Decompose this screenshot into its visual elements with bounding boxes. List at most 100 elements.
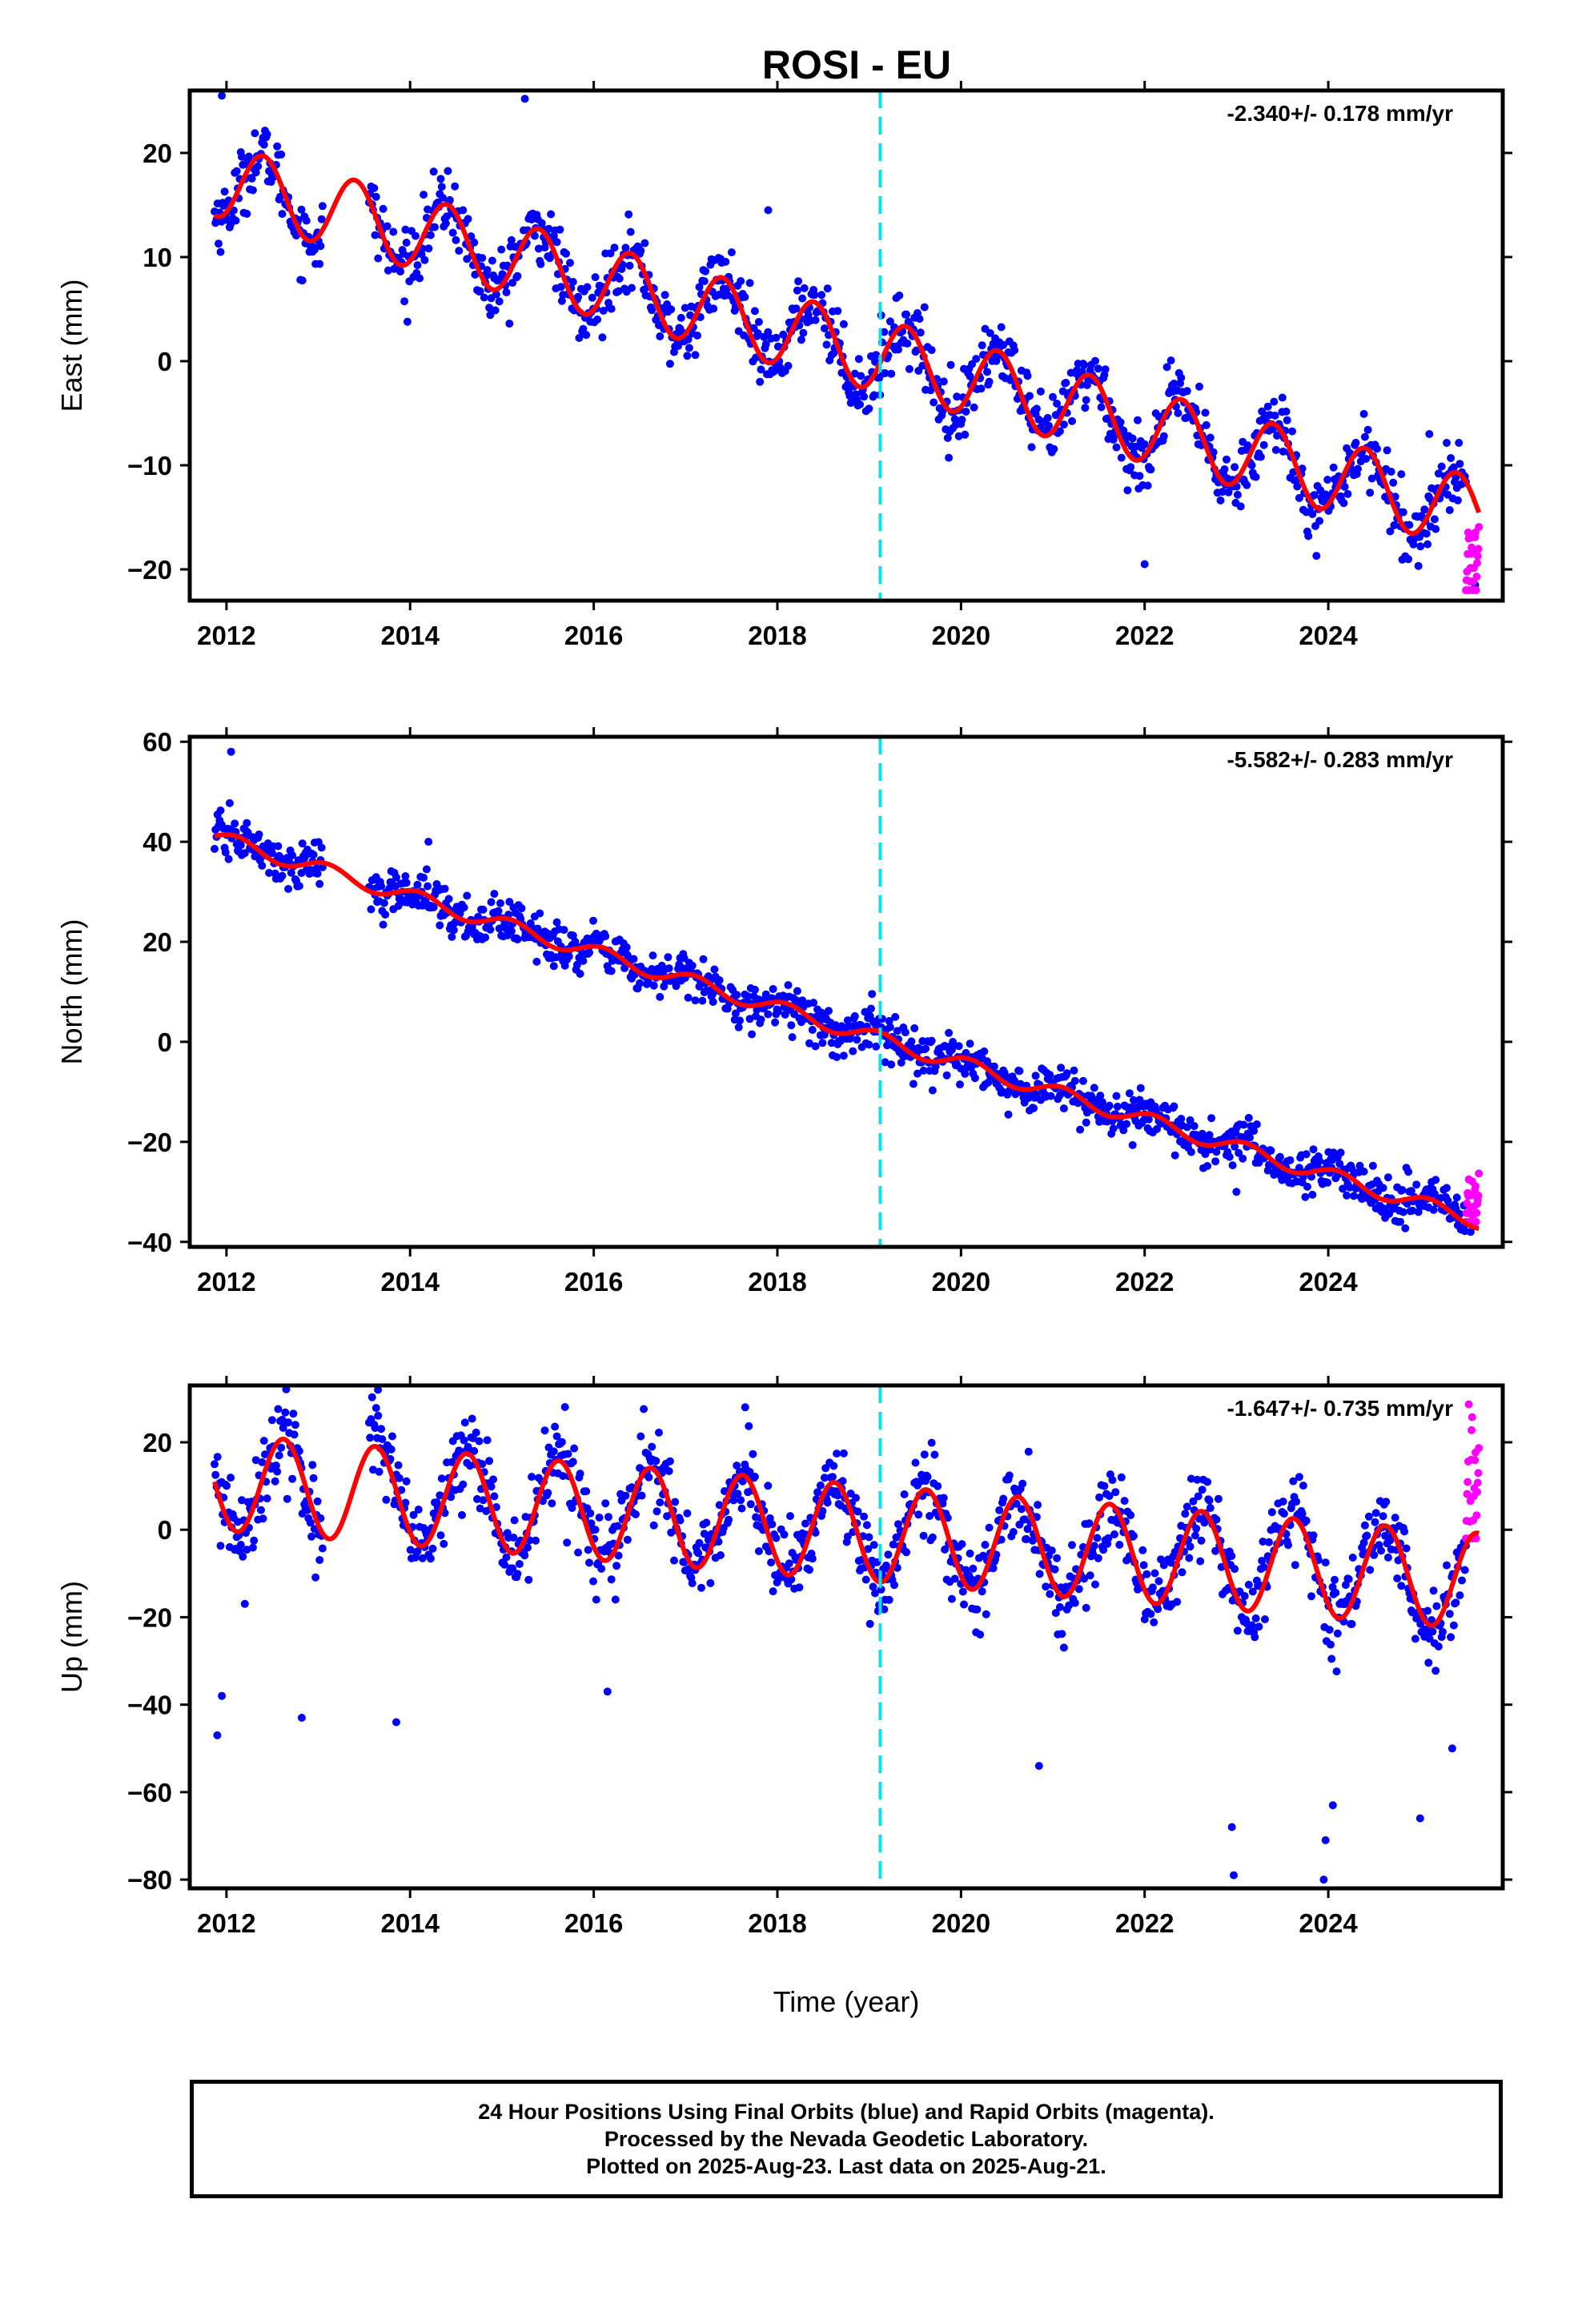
rapid-point	[1468, 1425, 1476, 1434]
data-point	[216, 247, 225, 256]
data-point	[379, 899, 388, 907]
data-point	[1382, 1498, 1391, 1506]
rapid-point	[1472, 1511, 1481, 1520]
data-point	[557, 1437, 566, 1446]
data-point	[921, 1044, 930, 1053]
data-point	[400, 297, 409, 306]
data-point	[1109, 1124, 1118, 1133]
data-point	[1206, 1504, 1215, 1512]
data-point	[420, 874, 428, 882]
data-point	[901, 1028, 909, 1037]
data-point	[905, 364, 913, 373]
data-point	[764, 328, 773, 336]
data-point	[1431, 525, 1440, 533]
rapid-point	[1475, 1169, 1484, 1178]
data-point	[463, 891, 472, 900]
data-point	[568, 1458, 577, 1466]
rapid-point	[1473, 1488, 1482, 1497]
data-point	[589, 916, 597, 925]
data-point	[1024, 1447, 1033, 1456]
data-point	[370, 183, 379, 192]
outlier-point	[1319, 1876, 1328, 1884]
data-point	[801, 1519, 809, 1528]
data-point	[1373, 444, 1381, 453]
data-point	[1027, 443, 1036, 452]
data-point	[396, 267, 405, 276]
data-point	[402, 1477, 411, 1486]
x-tick-label: 2018	[748, 1908, 806, 1938]
data-point	[655, 1428, 663, 1437]
data-point	[1140, 440, 1149, 448]
data-point	[1212, 1148, 1221, 1156]
data-point	[939, 377, 948, 386]
data-point	[1055, 1602, 1064, 1611]
data-point	[1445, 506, 1454, 514]
final-orbit-points	[211, 91, 1480, 589]
data-point	[632, 1510, 640, 1518]
data-point	[306, 1518, 315, 1527]
data-point	[1456, 460, 1464, 468]
data-point	[947, 1594, 956, 1603]
data-point	[1240, 1592, 1249, 1600]
data-point	[1366, 489, 1375, 497]
data-point	[1138, 1546, 1147, 1554]
data-point	[485, 1457, 494, 1466]
data-point	[1146, 465, 1155, 474]
data-point	[823, 284, 832, 293]
data-point	[451, 182, 460, 191]
data-point	[1135, 472, 1144, 480]
data-point	[1010, 346, 1019, 355]
x-tick-label: 2018	[748, 621, 806, 650]
data-point	[907, 1037, 916, 1046]
data-point	[1096, 1092, 1105, 1100]
data-point	[1177, 373, 1186, 382]
data-point	[867, 1004, 875, 1013]
data-point	[1439, 1627, 1447, 1636]
data-point	[833, 307, 842, 316]
data-point	[277, 1443, 286, 1452]
data-point	[1366, 1566, 1375, 1574]
data-point	[263, 1494, 271, 1503]
data-point	[401, 225, 410, 234]
data-point	[311, 1573, 320, 1582]
data-point	[424, 882, 432, 891]
data-point	[556, 283, 565, 292]
data-point	[1173, 1598, 1182, 1606]
data-point	[1053, 1554, 1062, 1562]
data-point	[1134, 416, 1142, 424]
data-point	[772, 333, 781, 342]
data-point	[221, 848, 230, 857]
outlier-point	[1140, 560, 1149, 569]
data-point	[1449, 1621, 1458, 1630]
data-point	[1371, 1509, 1380, 1518]
data-point	[680, 954, 689, 963]
data-point	[961, 1069, 970, 1078]
x-tick-label: 2012	[197, 621, 255, 650]
data-point	[1379, 1184, 1387, 1192]
data-point	[1267, 1508, 1276, 1517]
data-point	[251, 1456, 260, 1465]
outlier-point	[1321, 1835, 1330, 1844]
data-point	[1010, 1076, 1019, 1085]
data-point	[1082, 1118, 1090, 1127]
data-point	[1239, 1154, 1247, 1163]
data-point	[1383, 446, 1391, 455]
data-point	[1383, 1553, 1392, 1562]
data-point	[1047, 1546, 1056, 1555]
data-point	[1343, 1191, 1351, 1200]
data-point	[1416, 1619, 1425, 1628]
y-tick-label: 20	[143, 927, 172, 957]
data-point	[1036, 387, 1045, 396]
data-point	[970, 403, 978, 412]
data-point	[966, 1039, 974, 1048]
data-point	[588, 293, 596, 302]
data-point	[375, 1467, 383, 1476]
data-point	[697, 1583, 705, 1592]
data-point	[313, 1497, 322, 1506]
data-point	[1250, 1127, 1259, 1136]
data-point	[871, 1589, 879, 1598]
data-point	[656, 332, 665, 340]
data-point	[1247, 461, 1256, 469]
data-point	[981, 1541, 990, 1549]
data-point	[885, 317, 894, 326]
